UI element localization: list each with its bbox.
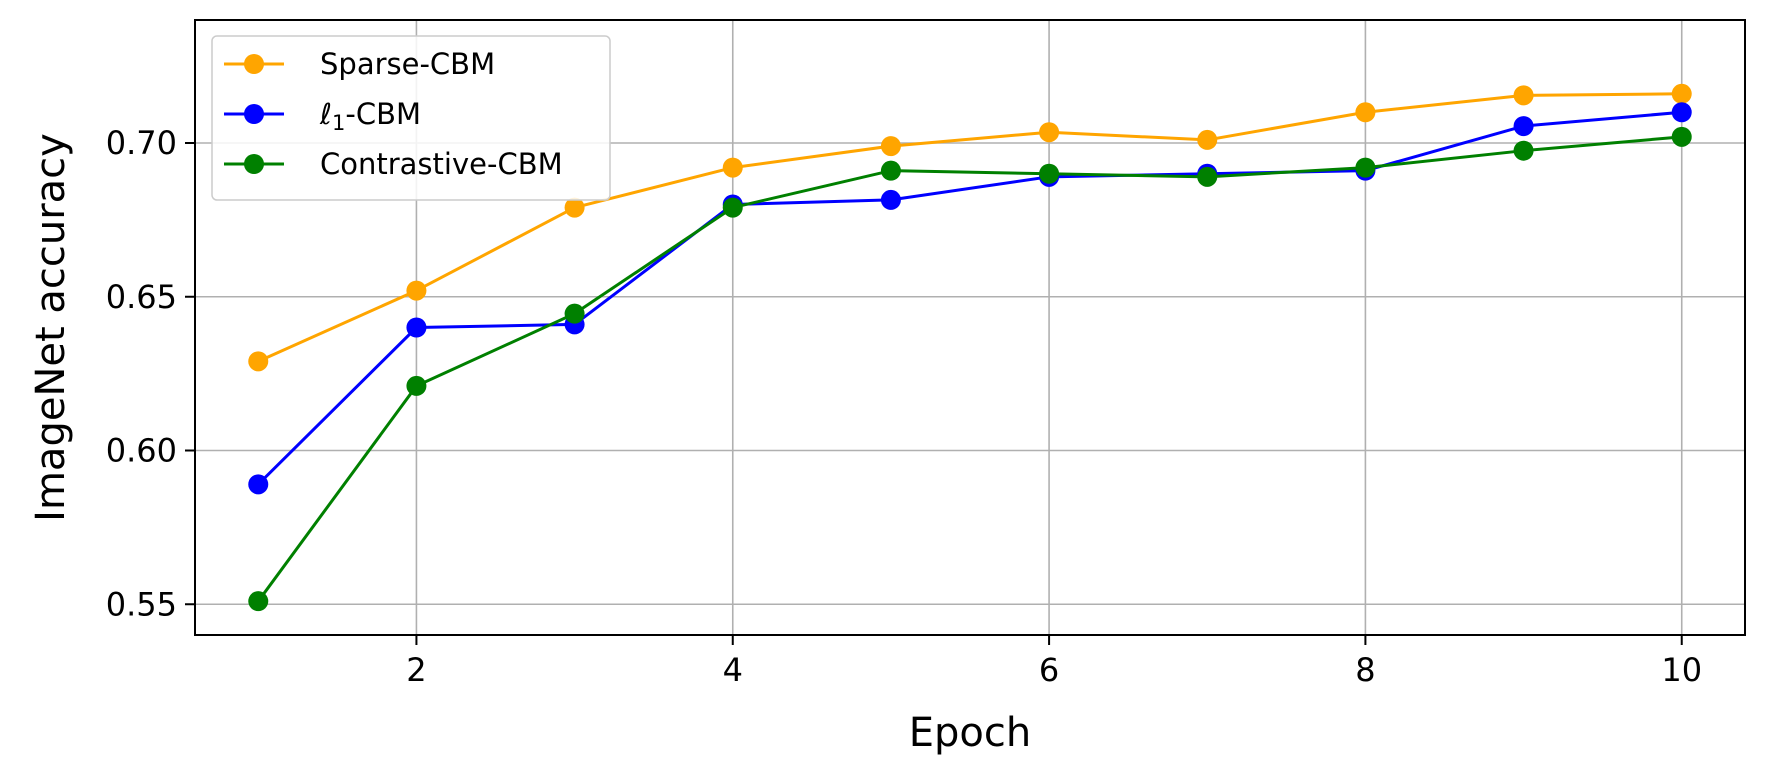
data-point <box>880 160 901 181</box>
data-point <box>248 474 269 495</box>
y-tick-label: 0.65 <box>106 278 177 316</box>
data-point <box>564 197 585 218</box>
x-axis-title: Epoch <box>909 710 1031 756</box>
data-point <box>880 136 901 157</box>
legend-item: Contrastive-CBM <box>224 147 563 181</box>
data-point <box>1039 122 1060 143</box>
data-point <box>1671 102 1692 123</box>
data-point <box>1197 166 1218 187</box>
x-tick-label: 2 <box>406 651 426 689</box>
data-point <box>1355 102 1376 123</box>
data-point <box>406 375 427 396</box>
y-tick-label: 0.60 <box>106 432 177 470</box>
series-line <box>257 110 1682 486</box>
series-line <box>257 135 1682 603</box>
series-1 <box>248 83 1692 372</box>
data-point <box>1513 85 1534 106</box>
plot-frame <box>194 19 1746 636</box>
data-point <box>1039 163 1060 184</box>
data-point <box>880 189 901 210</box>
series-layer <box>248 83 1692 612</box>
legend-label: Contrastive-CBM <box>320 147 563 181</box>
legend-marker <box>244 54 264 74</box>
axis-ticks: 2 4 6 8 10 0.55 0.60 0.65 0.70 <box>106 124 1702 689</box>
data-point <box>1513 116 1534 137</box>
legend-marker <box>244 154 264 174</box>
data-point <box>248 351 269 372</box>
legend-item: Sparse-CBM <box>224 47 495 81</box>
y-axis-title: ImageNet accuracy <box>28 133 74 522</box>
data-point <box>722 157 743 178</box>
data-point <box>722 197 743 218</box>
x-tick-label: 6 <box>1039 651 1059 689</box>
legend-label: ℓ1-CBM <box>319 97 421 135</box>
y-tick-label: 0.55 <box>106 585 177 623</box>
legend-label: Sparse-CBM <box>320 47 495 81</box>
data-point <box>248 591 269 612</box>
data-point <box>564 303 585 324</box>
series-line <box>257 92 1682 363</box>
data-point <box>406 317 427 338</box>
x-tick-label: 10 <box>1661 651 1702 689</box>
data-point <box>1671 83 1692 104</box>
x-tick-label: 4 <box>723 651 743 689</box>
series-3 <box>248 126 1692 612</box>
data-point <box>1355 157 1376 178</box>
y-tick-label: 0.70 <box>106 124 177 162</box>
data-point <box>406 280 427 301</box>
legend: Sparse-CBM ℓ1-CBM Contrastive-CBM <box>211 35 611 201</box>
legend-item: ℓ1-CBM <box>224 97 421 135</box>
legend-marker <box>244 104 264 124</box>
x-tick-label: 8 <box>1355 651 1375 689</box>
data-point <box>1671 126 1692 147</box>
data-point <box>1197 129 1218 150</box>
data-point <box>1513 140 1534 161</box>
legend-box <box>211 35 611 201</box>
